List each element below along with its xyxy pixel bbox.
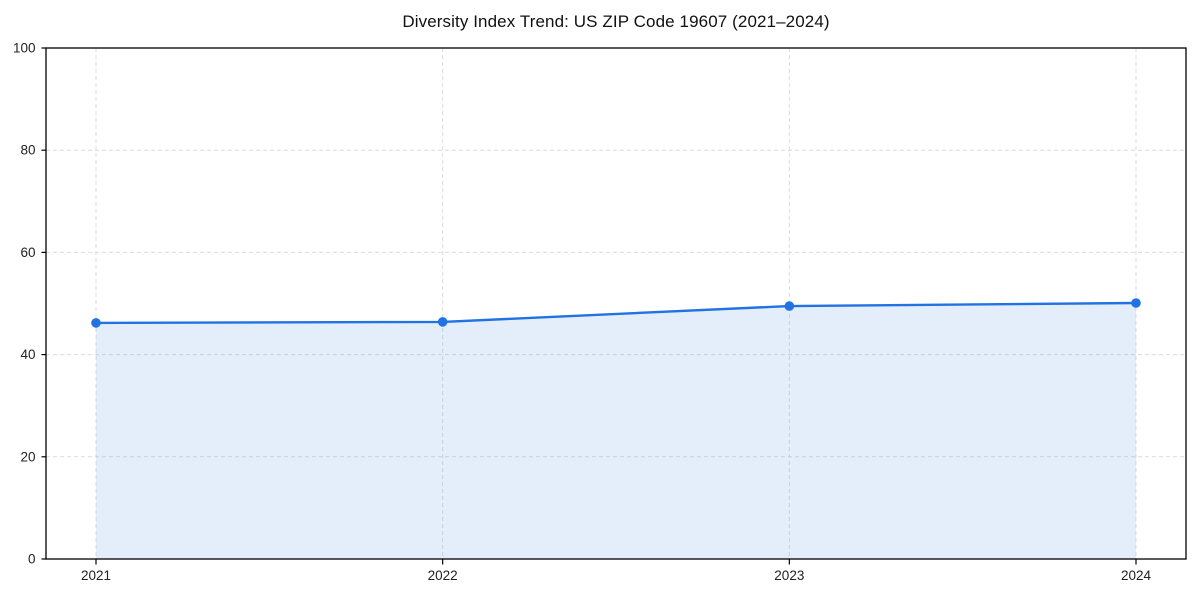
chart-title: Diversity Index Trend: US ZIP Code 19607… [402, 12, 830, 31]
data-point-2021 [91, 318, 101, 328]
y-tick-label: 80 [20, 143, 35, 158]
data-point-2024 [1131, 298, 1141, 308]
y-tick-label: 20 [20, 449, 35, 464]
x-tick-label: 2024 [1121, 568, 1152, 583]
x-tick-label: 2021 [81, 568, 111, 583]
y-tick-label: 100 [13, 41, 36, 56]
x-tick-label: 2023 [774, 568, 804, 583]
y-tick-label: 60 [20, 245, 35, 260]
trend-line [94, 301, 1138, 325]
data-point-2022 [437, 317, 448, 327]
y-tick-label: 0 [28, 552, 36, 567]
y-tick-label: 40 [20, 347, 35, 362]
area-fill [96, 302, 1136, 559]
x-tick-label: 2022 [428, 568, 458, 583]
data-point-2023 [784, 301, 795, 311]
axis-frame [45, 47, 1187, 560]
